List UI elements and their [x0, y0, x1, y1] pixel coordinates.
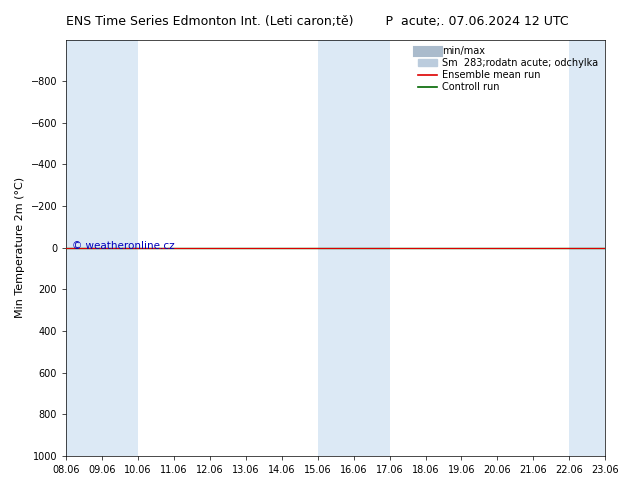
Text: © weatheronline.cz: © weatheronline.cz	[72, 242, 174, 251]
Y-axis label: Min Temperature 2m (°C): Min Temperature 2m (°C)	[15, 177, 25, 318]
Bar	[569, 40, 605, 456]
Bar	[318, 40, 390, 456]
Bar	[66, 40, 138, 456]
Legend: min/max, Sm  283;rodatn acute; odchylka, Ensemble mean run, Controll run: min/max, Sm 283;rodatn acute; odchylka, …	[416, 45, 600, 94]
Text: ENS Time Series Edmonton Int. (Leti caron;tě)        P  acute;. 07.06.2024 12 UT: ENS Time Series Edmonton Int. (Leti caro…	[66, 15, 568, 28]
